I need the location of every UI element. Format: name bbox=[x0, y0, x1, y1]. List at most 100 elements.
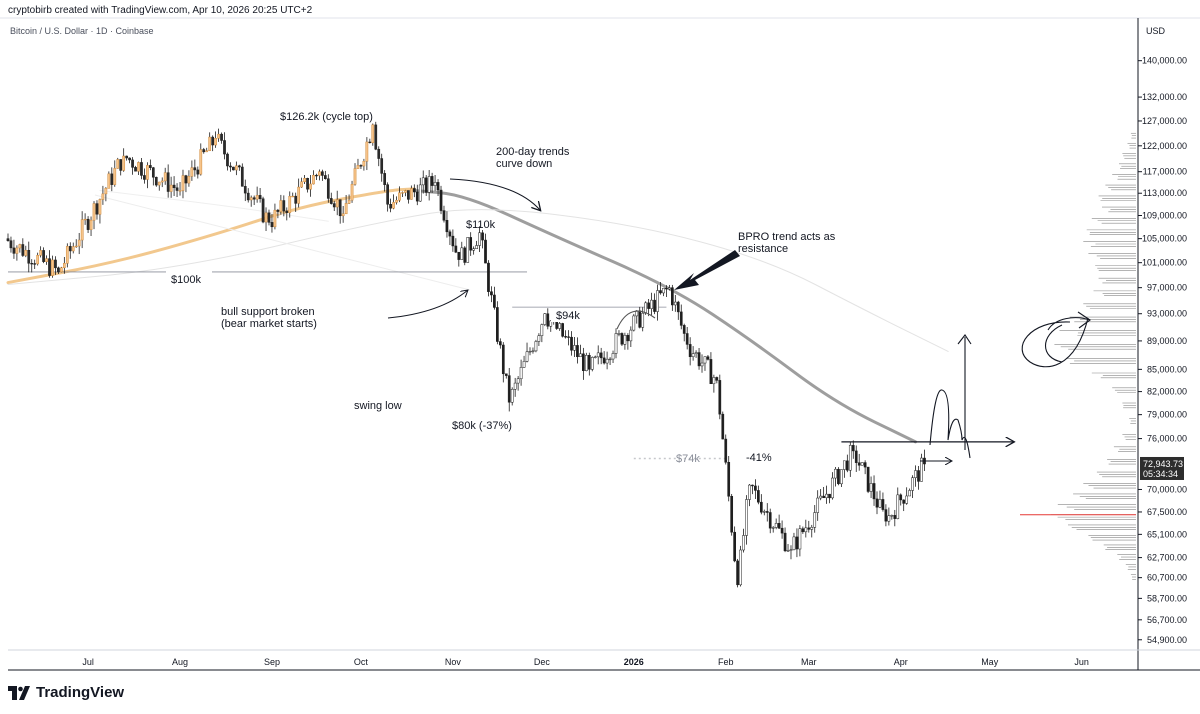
candle-body bbox=[543, 313, 547, 325]
candle-body bbox=[267, 212, 271, 223]
annotation-94k: $94k bbox=[556, 310, 580, 322]
candle-body bbox=[258, 195, 262, 200]
candle-body bbox=[86, 218, 90, 230]
candle-body bbox=[679, 311, 683, 326]
candle-body bbox=[365, 141, 369, 162]
candle-body bbox=[362, 160, 366, 167]
candle-body bbox=[881, 499, 885, 510]
candle-body bbox=[276, 209, 280, 212]
candle-body bbox=[421, 177, 425, 186]
candle-body bbox=[700, 362, 704, 367]
candle-body bbox=[611, 353, 615, 360]
candle-body bbox=[326, 178, 330, 199]
candle-body bbox=[433, 182, 437, 186]
candle-body bbox=[279, 200, 283, 212]
candle-body bbox=[57, 267, 60, 273]
candle-body bbox=[329, 198, 333, 204]
candle-body bbox=[389, 204, 392, 209]
candle-body bbox=[285, 210, 289, 213]
tradingview-logo-icon bbox=[8, 685, 30, 700]
candle-body bbox=[205, 150, 209, 153]
candle-body bbox=[454, 245, 458, 253]
candle-body bbox=[531, 350, 535, 352]
candle-body bbox=[762, 511, 766, 513]
time-tick-label: Apr bbox=[894, 657, 908, 667]
volume-profile bbox=[1020, 132, 1136, 580]
candle-body bbox=[83, 218, 87, 221]
candle-body bbox=[765, 511, 769, 513]
candle-body bbox=[187, 175, 191, 184]
candle-body bbox=[854, 450, 858, 463]
annotation-bpro: BPRO trend acts as resistance bbox=[738, 231, 836, 255]
annotation-cycle-top: $126.2k (cycle top) bbox=[280, 111, 373, 123]
candle-body bbox=[60, 267, 63, 273]
candle-body bbox=[347, 199, 351, 204]
candle-body bbox=[71, 246, 75, 252]
time-axis-ticks: Jul Aug Sep Oct Nov Dec 2026 Feb Mar Apr May Jun bbox=[82, 657, 1089, 667]
candle-body bbox=[463, 247, 467, 263]
time-tick-label: Nov bbox=[445, 657, 462, 667]
candle-body bbox=[754, 485, 757, 491]
annotation-80k: $80k (-37%) bbox=[452, 420, 512, 432]
candle-body bbox=[490, 291, 493, 296]
candle-body bbox=[386, 184, 389, 205]
candle-body bbox=[371, 124, 375, 143]
candle-body bbox=[211, 136, 214, 146]
candle-body bbox=[243, 186, 247, 194]
candle-body bbox=[312, 174, 315, 185]
candle-body bbox=[498, 341, 502, 346]
time-tick-label: Feb bbox=[718, 657, 734, 667]
price-tick-label: 117,000.00 bbox=[1143, 167, 1187, 177]
candle-body bbox=[175, 187, 179, 191]
candle-body bbox=[9, 240, 13, 249]
candle-body bbox=[65, 246, 69, 264]
price-tick-label: 93,000.00 bbox=[1147, 309, 1187, 319]
moving-average-line bbox=[7, 209, 949, 352]
candle-body bbox=[374, 124, 378, 150]
candle-body bbox=[573, 345, 576, 351]
price-tick-label: 62,700.00 bbox=[1147, 553, 1187, 563]
candle-body bbox=[582, 353, 585, 372]
price-tick-label: 132,000.00 bbox=[1142, 92, 1187, 102]
candle-body bbox=[273, 209, 277, 228]
moving-average-line bbox=[99, 189, 329, 222]
time-tick-label: Oct bbox=[354, 657, 369, 667]
candle-body bbox=[792, 536, 796, 551]
candle-body bbox=[718, 380, 722, 415]
candle-body bbox=[119, 159, 123, 171]
candle-body bbox=[757, 490, 760, 503]
candle-body bbox=[783, 532, 787, 552]
candle-body bbox=[798, 528, 802, 550]
price-tick-label: 140,000.00 bbox=[1142, 56, 1187, 66]
candle-body bbox=[368, 141, 372, 144]
candle-body bbox=[306, 177, 309, 190]
candle-body bbox=[309, 183, 312, 190]
candle-body bbox=[576, 345, 579, 358]
candle-body bbox=[875, 498, 879, 508]
candle-body bbox=[715, 377, 719, 381]
candle-body bbox=[246, 192, 250, 201]
candle-body bbox=[519, 367, 523, 380]
candle-body bbox=[315, 174, 318, 177]
price-axis-unit: USD bbox=[1146, 26, 1166, 36]
candle-body bbox=[481, 232, 484, 241]
candle-body bbox=[98, 199, 102, 215]
chart-credit: cryptobirb created with TradingView.com,… bbox=[8, 5, 313, 16]
candle-body bbox=[501, 344, 505, 375]
candle-body bbox=[335, 199, 339, 208]
time-tick-label: Aug bbox=[172, 657, 188, 667]
candle-body bbox=[214, 138, 217, 146]
symbol-title: Bitcoin / U.S. Dollar · 1D · Coinbase bbox=[10, 26, 154, 36]
big-arrow-icon bbox=[674, 250, 740, 290]
candle-body bbox=[493, 294, 496, 308]
candle-body bbox=[626, 335, 630, 342]
tradingview-brand[interactable]: TradingView bbox=[8, 684, 124, 701]
price-tick-label: 67,500.00 bbox=[1147, 507, 1187, 517]
candle-body bbox=[914, 470, 917, 478]
candle-body bbox=[825, 493, 828, 499]
candle-body bbox=[122, 155, 126, 171]
candle-body bbox=[398, 192, 401, 201]
price-tick-label: 85,000.00 bbox=[1147, 364, 1187, 374]
candle-body bbox=[181, 175, 185, 191]
